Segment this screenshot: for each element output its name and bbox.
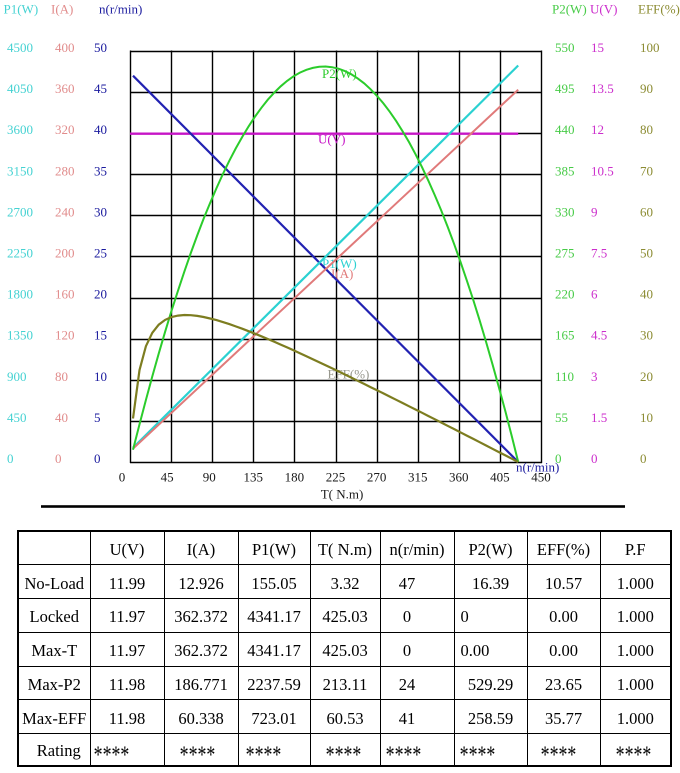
svg-text:135: 135 — [244, 470, 264, 485]
svg-text:80: 80 — [55, 369, 68, 384]
svg-text:40: 40 — [55, 410, 68, 425]
svg-text:20: 20 — [640, 369, 653, 384]
svg-text:330: 330 — [555, 204, 575, 219]
svg-text:U(V): U(V) — [590, 2, 617, 17]
svg-text:0: 0 — [55, 451, 62, 466]
svg-text:3: 3 — [591, 369, 598, 384]
svg-text:7.5: 7.5 — [591, 246, 607, 261]
svg-text:165: 165 — [555, 328, 575, 343]
svg-text:0: 0 — [7, 451, 14, 466]
svg-text:P2(W): P2(W) — [322, 66, 357, 81]
svg-text:1800: 1800 — [7, 287, 33, 302]
svg-text:4050: 4050 — [7, 81, 33, 96]
svg-text:495: 495 — [555, 81, 575, 96]
svg-text:320: 320 — [55, 122, 75, 137]
svg-text:70: 70 — [640, 163, 653, 178]
svg-text:45: 45 — [161, 470, 174, 485]
svg-text:U(V): U(V) — [318, 132, 345, 147]
svg-text:10.5: 10.5 — [591, 163, 614, 178]
svg-text:280: 280 — [55, 163, 75, 178]
svg-text:T( N.m): T( N.m) — [321, 487, 364, 502]
svg-text:45: 45 — [94, 81, 107, 96]
svg-text:55: 55 — [555, 410, 568, 425]
svg-text:13.5: 13.5 — [591, 81, 614, 96]
svg-text:0: 0 — [591, 451, 598, 466]
svg-text:450: 450 — [7, 410, 27, 425]
svg-text:900: 900 — [7, 369, 27, 384]
svg-text:12: 12 — [591, 122, 604, 137]
svg-text:P2(W): P2(W) — [552, 2, 587, 17]
svg-text:3600: 3600 — [7, 122, 33, 137]
svg-text:0: 0 — [94, 451, 101, 466]
svg-text:440: 440 — [555, 122, 575, 137]
svg-text:90: 90 — [640, 81, 653, 96]
svg-text:360: 360 — [449, 470, 469, 485]
svg-text:90: 90 — [203, 470, 216, 485]
svg-text:50: 50 — [94, 40, 107, 55]
svg-text:10: 10 — [94, 369, 107, 384]
svg-text:30: 30 — [640, 328, 653, 343]
svg-text:40: 40 — [94, 122, 107, 137]
svg-text:5: 5 — [94, 410, 101, 425]
svg-text:180: 180 — [285, 470, 305, 485]
svg-text:0: 0 — [555, 451, 562, 466]
svg-text:P1(W): P1(W) — [322, 256, 357, 271]
svg-text:n(r/min): n(r/min) — [516, 460, 559, 475]
svg-text:275: 275 — [555, 246, 575, 261]
svg-text:550: 550 — [555, 40, 575, 55]
svg-text:15: 15 — [591, 40, 604, 55]
svg-text:1.5: 1.5 — [591, 410, 607, 425]
svg-text:n(r/min): n(r/min) — [99, 2, 142, 17]
svg-text:EFF(%): EFF(%) — [638, 2, 680, 17]
svg-text:120: 120 — [55, 328, 75, 343]
svg-text:4500: 4500 — [7, 40, 33, 55]
svg-text:200: 200 — [55, 246, 75, 261]
svg-text:40: 40 — [640, 287, 653, 302]
svg-text:50: 50 — [640, 246, 653, 261]
svg-text:2250: 2250 — [7, 246, 33, 261]
svg-text:220: 220 — [555, 287, 575, 302]
svg-text:I(A): I(A) — [51, 2, 73, 17]
svg-text:25: 25 — [94, 246, 107, 261]
svg-text:0: 0 — [119, 470, 126, 485]
svg-text:1350: 1350 — [7, 328, 33, 343]
svg-text:30: 30 — [94, 204, 107, 219]
svg-text:3150: 3150 — [7, 163, 33, 178]
svg-text:10: 10 — [640, 410, 653, 425]
svg-text:405: 405 — [490, 470, 510, 485]
svg-text:6: 6 — [591, 287, 598, 302]
svg-text:450: 450 — [531, 470, 551, 485]
svg-text:315: 315 — [408, 470, 428, 485]
svg-text:110: 110 — [555, 369, 574, 384]
svg-text:80: 80 — [640, 122, 653, 137]
svg-text:I(A): I(A) — [331, 266, 353, 281]
svg-text:9: 9 — [591, 204, 598, 219]
svg-text:0: 0 — [640, 451, 647, 466]
svg-text:60: 60 — [640, 204, 653, 219]
svg-text:240: 240 — [55, 204, 75, 219]
svg-text:100: 100 — [640, 40, 660, 55]
svg-text:270: 270 — [367, 470, 387, 485]
svg-text:385: 385 — [555, 163, 575, 178]
svg-text:35: 35 — [94, 163, 107, 178]
svg-text:4.5: 4.5 — [591, 328, 607, 343]
svg-text:2700: 2700 — [7, 204, 33, 219]
svg-text:400: 400 — [55, 40, 75, 55]
svg-text:15: 15 — [94, 328, 107, 343]
svg-text:P1(W): P1(W) — [4, 2, 39, 17]
svg-text:225: 225 — [326, 470, 346, 485]
svg-text:160: 160 — [55, 287, 75, 302]
svg-text:20: 20 — [94, 287, 107, 302]
svg-text:360: 360 — [55, 81, 75, 96]
